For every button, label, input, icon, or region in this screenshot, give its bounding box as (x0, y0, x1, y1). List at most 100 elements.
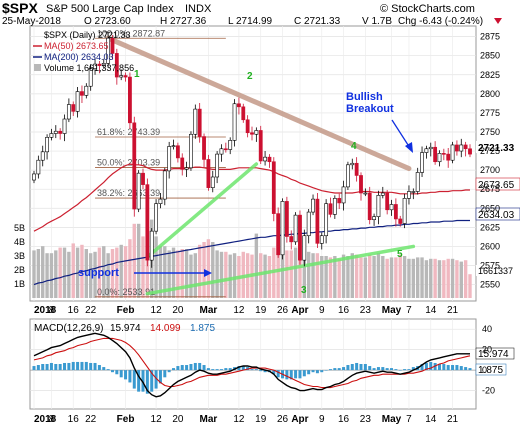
date-tick-label: May (382, 305, 402, 316)
fib-level-label: 50.0%: 2703.39 (97, 158, 160, 168)
macd-histogram-bar (45, 364, 49, 371)
macd-histogram-bar (320, 370, 324, 373)
volume-bar (420, 257, 424, 298)
volume-bar (193, 253, 198, 298)
macd-histogram-bar (398, 370, 402, 371)
macd-histogram-bar (32, 366, 36, 371)
volume-bar (320, 256, 324, 298)
candle-body (223, 148, 228, 151)
macd-histogram-bar (468, 368, 472, 371)
volume-bar (411, 258, 416, 298)
volume-bar (163, 246, 167, 298)
volume-bar (333, 256, 337, 298)
volume-bar (354, 254, 359, 298)
candle-body (389, 204, 394, 211)
macd-histogram-bar (167, 370, 171, 373)
candle-body (184, 167, 189, 170)
wave-5-label: 5 (397, 249, 403, 260)
macd-histogram-bar (132, 370, 136, 389)
macd-histogram-bar (180, 365, 184, 371)
date-tick-label: 20 (172, 305, 184, 316)
volume-bar (267, 256, 272, 298)
macd-histogram-bar (63, 362, 67, 371)
macd-histogram-bar (76, 361, 80, 371)
wave-2-label: 2 (247, 71, 253, 82)
candle-body (132, 122, 137, 210)
macd-histogram-bar (110, 370, 114, 373)
candle-body (407, 191, 411, 199)
candle-body (141, 172, 145, 185)
candle-body (71, 104, 76, 112)
candle-body (119, 75, 124, 78)
volume-bar (45, 253, 49, 298)
volume-bar (71, 243, 75, 298)
macd-histogram-bar (89, 362, 93, 371)
price-tick-label: 2600 (480, 241, 500, 251)
high-value: H 2727.36 (160, 16, 207, 27)
ma200-price-tag: 2634.03 (475, 207, 520, 221)
candle-body (36, 159, 41, 175)
volume-bar (442, 260, 446, 298)
macd-histogram-bar (376, 367, 380, 371)
date-tick-label: 23 (360, 414, 372, 425)
volume-bar (415, 257, 420, 298)
date-tick-label: 9 (319, 305, 325, 316)
trendlines (105, 35, 416, 296)
candle-body (80, 91, 84, 96)
axes: 2875285028252800277527502725270026752650… (14, 32, 500, 425)
volume-bar (394, 257, 398, 298)
candle-body (84, 85, 89, 96)
macd-histogram-bar (403, 369, 407, 371)
wave-channel-line (145, 162, 259, 259)
date-tick-label: Feb (117, 305, 135, 316)
candle-body (315, 198, 320, 244)
candle-body (415, 172, 420, 192)
macd-histogram-bar (202, 365, 206, 371)
legend-price: $SPX (Daily) 2721.33 (44, 30, 131, 40)
candle-body (180, 157, 185, 170)
macd-histogram-bar (302, 370, 306, 377)
change-value: Chg -6.43 (-0.24%) (398, 16, 483, 27)
volume-tick-label: 4B (14, 237, 25, 247)
macd-histogram-bar (119, 370, 123, 378)
macd-histogram-bar (215, 369, 219, 371)
date: 25-May-2018 (2, 16, 61, 27)
macd-histogram-bar (211, 369, 215, 371)
volume-bar (402, 256, 407, 298)
fib-level-label: 38.2%: 2663.39 (97, 188, 160, 198)
macd-histogram-bar (106, 369, 110, 371)
candle-body (45, 137, 49, 153)
macd-histogram-bar (97, 365, 101, 371)
macd-histogram-bar (36, 365, 40, 371)
macd-histogram-bar (250, 369, 254, 371)
macd-histogram-bar (289, 370, 293, 380)
macd-histogram-bar (272, 370, 276, 375)
price-tick-label: 2625 (480, 222, 500, 232)
volume-bar (337, 258, 341, 298)
date-tick-label: 2018 (34, 305, 57, 316)
volume-bar (359, 257, 363, 298)
date-tick-label: 23 (360, 305, 372, 316)
macd-histogram-bar (350, 364, 354, 371)
candle-body (393, 204, 398, 220)
candle-body (463, 144, 468, 150)
macd-line (33, 332, 470, 398)
candle-body (106, 37, 111, 64)
date-tick-label: 12 (233, 305, 245, 316)
svg-text:2721.33: 2721.33 (478, 143, 515, 154)
volume-bar (232, 253, 237, 298)
candle-body (149, 230, 154, 261)
date-tick-label: 7 (406, 305, 412, 316)
candle-body (433, 146, 438, 163)
volume-bar (54, 250, 58, 298)
volume-bar (341, 254, 346, 298)
date-tick-label: 20 (172, 414, 184, 425)
volume-bar (407, 258, 411, 298)
date-tick-label: 9 (319, 414, 325, 425)
macd-histogram-bar (455, 365, 459, 371)
macd-histogram-bar (241, 366, 245, 371)
macd-histogram-bar (429, 361, 433, 371)
candle-body (420, 152, 424, 173)
volume-bar (158, 246, 163, 298)
